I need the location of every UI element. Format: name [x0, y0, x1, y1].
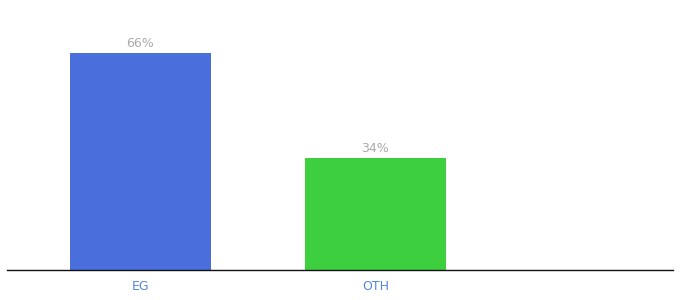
Bar: [305, 158, 446, 270]
Bar: [69, 53, 211, 270]
Text: 34%: 34%: [361, 142, 389, 155]
Text: 66%: 66%: [126, 37, 154, 50]
